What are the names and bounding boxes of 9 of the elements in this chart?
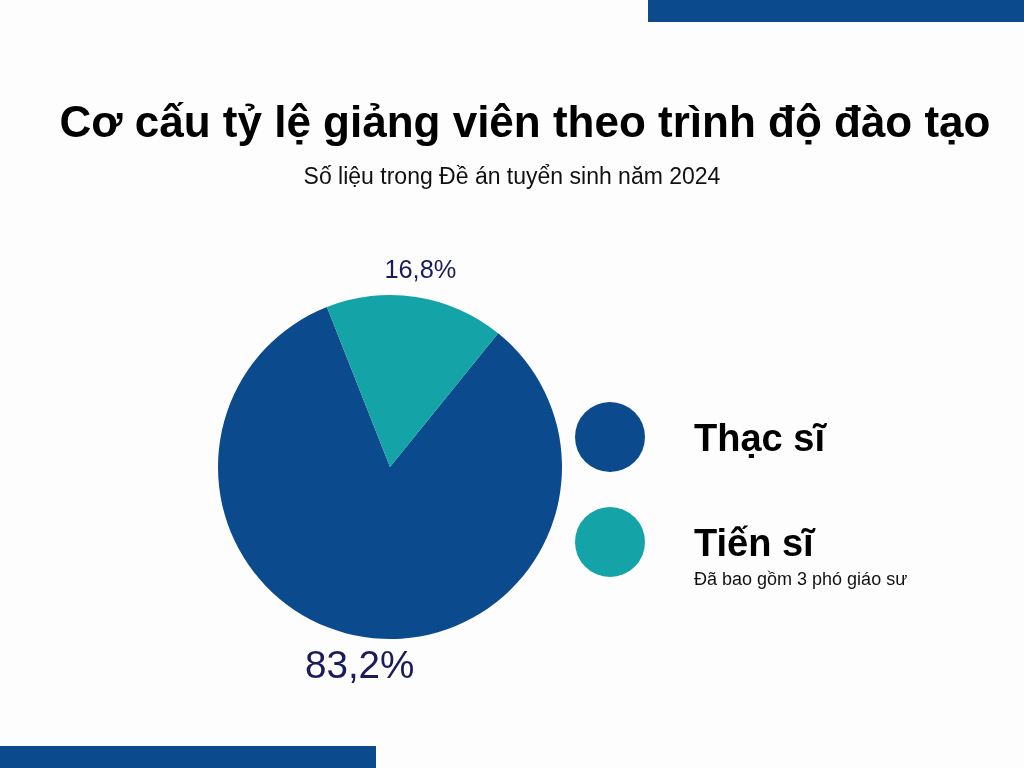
chart-subtitle: Số liệu trong Đề án tuyển sinh năm 2024 [303, 163, 721, 189]
pie-slice [218, 306, 562, 639]
data-label: 16,8% [384, 255, 457, 284]
chart-title: Cơ cấu tỷ lệ giảng viên theo trình độ đào tạo [59, 97, 991, 146]
text: Đã bao gồm 3 phó giáo sư [694, 569, 908, 589]
pie-slice [326, 295, 499, 467]
data-label: 83,2% [304, 643, 415, 687]
legend-label: Thạc sĩ [694, 417, 828, 459]
legend-label: Tiến sĩ [694, 522, 817, 564]
